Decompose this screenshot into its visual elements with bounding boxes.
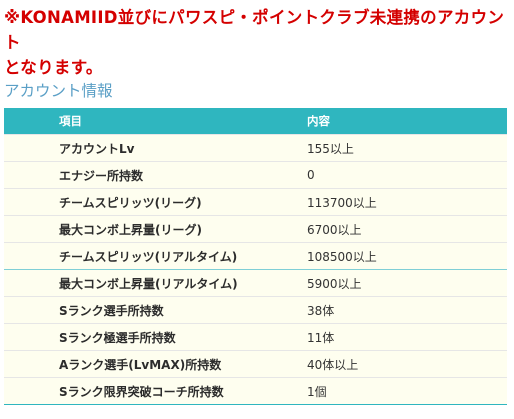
table-row: Sランク極選手所持数 11体 — [4, 323, 507, 350]
notice-message: ※KONAMIID並びにパワスピ・ポイントクラブ未連携のアカウント となります。 — [4, 5, 510, 80]
row-value: 38体 — [307, 303, 335, 318]
row-item: Sランク選手所持数 — [59, 303, 164, 318]
row-item: Sランク限界突破コーチ所持数 — [59, 384, 224, 399]
table-row: チームスピリッツ(リーグ) 113700以上 — [4, 188, 507, 215]
row-item: エナジー所持数 — [59, 168, 144, 183]
table-row: エナジー所持数 0 — [4, 161, 507, 188]
row-item: Aランク選手(LvMAX)所持数 — [59, 357, 222, 372]
table-row: Aランク選手(LvMAX)所持数 40体以上 — [4, 350, 507, 377]
row-item: チームスピリッツ(リーグ) — [59, 195, 202, 210]
table-row: チームスピリッツ(リアルタイム) 108500以上 — [4, 242, 507, 269]
row-item: Sランク極選手所持数 — [59, 330, 176, 345]
row-value: 108500以上 — [307, 249, 377, 264]
table-row: アカウントLv 155以上 — [4, 134, 507, 161]
table-row: 最大コンボ上昇量(リーグ) 6700以上 — [4, 215, 507, 242]
account-info-table: 項目 内容 アカウントLv 155以上 エナジー所持数 0 チームスピリッツ(リ… — [4, 108, 507, 405]
row-value: 40体以上 — [307, 357, 359, 372]
table-header: 項目 内容 — [4, 108, 507, 134]
table-row: 最大コンボ上昇量(リアルタイム) 5900以上 — [4, 269, 507, 296]
row-item: 最大コンボ上昇量(リアルタイム) — [59, 276, 238, 291]
notice-line-1: ※KONAMIID並びにパワスピ・ポイントクラブ未連携のアカウント — [4, 8, 505, 52]
row-item: 最大コンボ上昇量(リーグ) — [59, 222, 202, 237]
row-item: チームスピリッツ(リアルタイム) — [59, 249, 238, 264]
row-value: 11体 — [307, 330, 335, 345]
row-value: 113700以上 — [307, 195, 377, 210]
table-row: Sランク選手所持数 38体 — [4, 296, 507, 323]
table-row: Sランク限界突破コーチ所持数 1個 — [4, 377, 507, 404]
row-value: 6700以上 — [307, 222, 362, 237]
notice-line-2: となります。 — [4, 58, 103, 77]
row-item: アカウントLv — [59, 141, 135, 156]
row-value: 0 — [307, 168, 315, 182]
header-value: 内容 — [307, 114, 330, 128]
section-title: アカウント情報 — [4, 82, 113, 100]
row-value: 155以上 — [307, 141, 354, 156]
row-value: 1個 — [307, 384, 327, 399]
header-item: 項目 — [59, 114, 82, 128]
row-value: 5900以上 — [307, 276, 362, 291]
